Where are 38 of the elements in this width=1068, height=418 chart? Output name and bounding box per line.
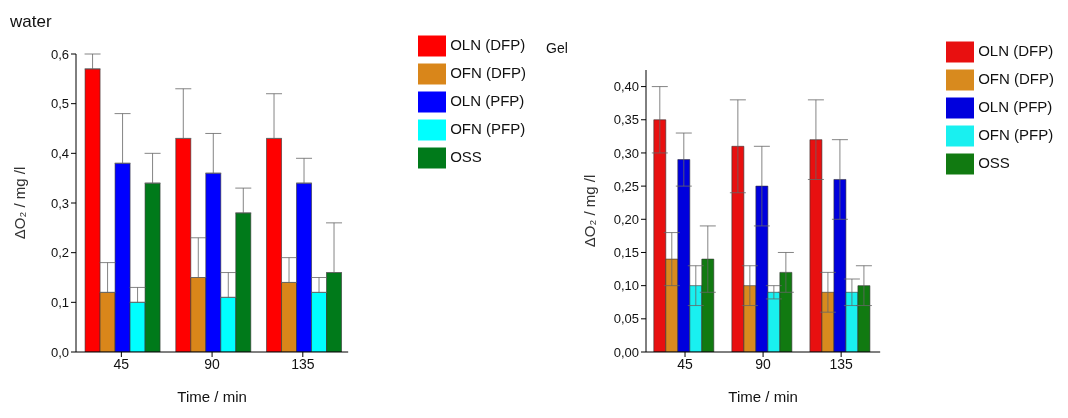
legend-label: OLN (DFP) — [978, 41, 1054, 59]
y-tick-label: 0,2 — [50, 245, 69, 261]
x-tick-label: 45 — [113, 355, 130, 372]
y-tick-label: 0,00 — [613, 344, 639, 360]
y-tick-label: 0,3 — [50, 195, 69, 211]
legend-label: OFN (DFP) — [450, 63, 526, 81]
x-tick-label: 45 — [677, 355, 694, 372]
legend-label: OFN (PFP) — [450, 119, 526, 137]
legend-label: OSS — [450, 147, 482, 165]
y-tick-label: 0,0 — [50, 344, 69, 360]
x-axis-title: Time / min — [177, 388, 247, 405]
legend-label: OFN (DFP) — [978, 69, 1054, 87]
x-tick-label: 135 — [291, 355, 315, 372]
y-tick-label: 0,05 — [613, 311, 639, 327]
y-tick-label: 0,6 — [50, 46, 69, 62]
legend-label: OLN (DFP) — [450, 35, 526, 53]
legend-label: OSS — [978, 153, 1010, 171]
x-tick-label: 135 — [829, 355, 854, 372]
chart-title: water — [10, 12, 52, 32]
y-tick-label: 0,15 — [613, 245, 639, 261]
chart-title: Gel — [546, 40, 568, 56]
x-axis-title: Time / min — [728, 388, 798, 405]
y-tick-label: 0,20 — [613, 211, 639, 227]
legend-label: OLN (PFP) — [450, 91, 525, 109]
y-tick-label: 0,1 — [50, 294, 69, 310]
y-axis-title: ΔO₂ / mg /l — [11, 166, 29, 240]
legend-label: OLN (PFP) — [978, 97, 1053, 115]
y-tick-label: 0,30 — [613, 145, 639, 161]
x-tick-label: 90 — [755, 355, 772, 372]
y-axis-title: ΔO₂ / mg /l — [581, 174, 599, 248]
y-tick-label: 0,35 — [613, 112, 639, 128]
legend-label: OFN (PFP) — [978, 125, 1054, 143]
y-tick-label: 0,40 — [613, 79, 639, 95]
y-tick-label: 0,25 — [613, 178, 639, 194]
y-tick-label: 0,5 — [50, 96, 69, 112]
y-tick-label: 0,4 — [50, 145, 69, 161]
y-tick-label: 0,10 — [613, 278, 639, 294]
x-tick-label: 90 — [204, 355, 221, 372]
